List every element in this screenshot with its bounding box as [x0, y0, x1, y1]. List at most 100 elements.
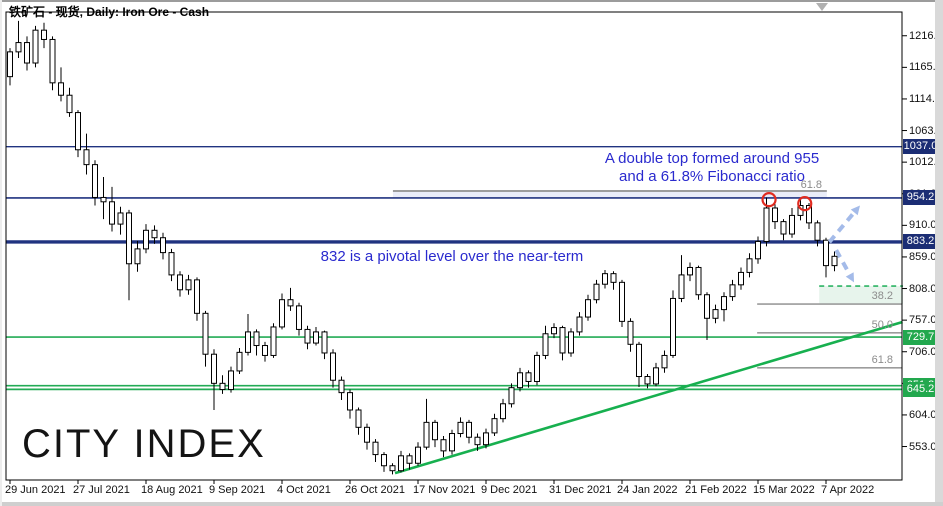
candle-body	[568, 331, 574, 354]
candle-body	[517, 372, 523, 389]
trendline	[394, 320, 903, 475]
candle-body	[270, 326, 277, 356]
candle-body	[185, 279, 192, 291]
target-zone-shade	[819, 286, 903, 305]
candle-body	[228, 370, 234, 391]
chart-title: 铁矿石 - 现货, Daily: Iron Ore - Cash	[9, 5, 210, 19]
candle-body	[610, 273, 617, 283]
window-border-right	[935, 0, 943, 506]
price-tick-label-859: 859.0	[909, 250, 937, 263]
candle-body	[58, 82, 64, 96]
candle-body	[134, 248, 141, 265]
candle-body	[636, 343, 642, 378]
candle-body	[211, 353, 217, 384]
price-tick-label-706: 706.0	[909, 345, 937, 358]
price-tick-label-604: 604.0	[909, 408, 937, 421]
candle-body	[287, 299, 294, 307]
price-badge-954.2: 954.2	[903, 190, 938, 206]
date-tick-label-2: 27 Jul 2021	[73, 484, 130, 496]
candle-body	[330, 352, 336, 381]
candle-body	[823, 239, 829, 267]
price-badge-1037.0: 1037.0	[903, 139, 938, 155]
candle-body	[219, 382, 226, 391]
candle-body	[100, 196, 107, 203]
candle-body	[389, 465, 396, 472]
projection-arrow-down-head	[845, 272, 855, 283]
candle-body	[41, 29, 47, 40]
candle-body	[806, 205, 812, 224]
candle-body	[729, 284, 736, 298]
projection-arrow-up-head	[850, 205, 860, 216]
candle-body	[678, 274, 685, 299]
date-tick-label-5: 4 Oct 2021	[277, 484, 331, 496]
annotation-double-top-line2: and a 61.8% Fibonacci ratio	[619, 168, 805, 185]
date-tick-label-13: 7 Apr 2022	[821, 484, 875, 496]
candle-body	[483, 432, 489, 446]
candle-body	[466, 421, 472, 438]
candle-body	[364, 426, 370, 443]
price-tick-label-553: 553.0	[909, 440, 937, 453]
candle-body	[559, 327, 566, 354]
candle-body	[381, 454, 387, 467]
price-tick-label-808: 808.0	[909, 282, 937, 295]
fib-label-38.2: 38.2	[871, 290, 893, 303]
price-badge-883.2: 883.2	[903, 234, 938, 250]
price-tick-label-1165: 1165.0	[909, 61, 942, 74]
candle-body	[585, 299, 591, 318]
candle-body	[66, 94, 73, 114]
double-top-circle-1	[761, 192, 777, 208]
price-badge-645.2: 645.2	[903, 381, 938, 397]
candle-body	[321, 331, 328, 354]
candle-body	[313, 331, 319, 344]
candle-body	[602, 273, 608, 285]
price-tick-label-1063: 1063.0	[909, 124, 943, 137]
candle-body	[474, 436, 481, 446]
candle-body	[449, 433, 455, 452]
date-tick-label-6: 26 Oct 2021	[345, 484, 405, 496]
candle-body	[372, 441, 379, 456]
candle-body	[627, 320, 634, 345]
candle-body	[738, 271, 744, 286]
candle-body	[7, 51, 13, 78]
candle-body	[619, 281, 625, 322]
candle-body	[500, 403, 506, 420]
candle-body	[202, 312, 209, 355]
candle-body	[670, 297, 676, 356]
price-tick-label-1216: 1216.0	[909, 29, 943, 42]
candle-body	[75, 112, 81, 151]
candle-body	[831, 255, 838, 267]
candle-body	[695, 266, 702, 296]
plot-border	[5, 11, 903, 481]
candle-body	[704, 294, 710, 319]
price-badge-729.7: 729.7	[903, 329, 938, 345]
candle-body	[491, 418, 498, 434]
candle-body	[49, 38, 56, 84]
candle-body	[83, 149, 90, 166]
date-tick-label-1: 29 Jun 2021	[5, 484, 66, 496]
candle-body	[177, 274, 183, 291]
candle-body	[551, 327, 557, 335]
window-border-top	[0, 0, 943, 2]
candle-body	[253, 331, 260, 347]
candle-body	[168, 252, 175, 276]
candle-body	[151, 229, 158, 239]
fib-label-50.0: 50.0	[871, 318, 893, 331]
candle-body	[525, 372, 532, 382]
candle-body	[457, 421, 464, 435]
candle-body	[814, 222, 821, 241]
price-tick-label-1114: 1114.0	[909, 92, 942, 105]
candle-body	[109, 201, 115, 225]
candle-body	[542, 333, 549, 356]
annotation-double-top-line1: A double top formed around 955	[604, 150, 820, 167]
candle-body	[653, 367, 659, 385]
chart-shift-marker-icon[interactable]	[816, 3, 828, 11]
fib-label-upper-61-8: 61.8	[800, 178, 822, 191]
date-tick-label-3: 18 Aug 2021	[141, 484, 203, 496]
candle-body	[780, 221, 787, 235]
candle-body	[15, 42, 22, 53]
candle-body	[534, 354, 540, 382]
candle-body	[661, 354, 668, 369]
candle-body	[755, 240, 761, 260]
